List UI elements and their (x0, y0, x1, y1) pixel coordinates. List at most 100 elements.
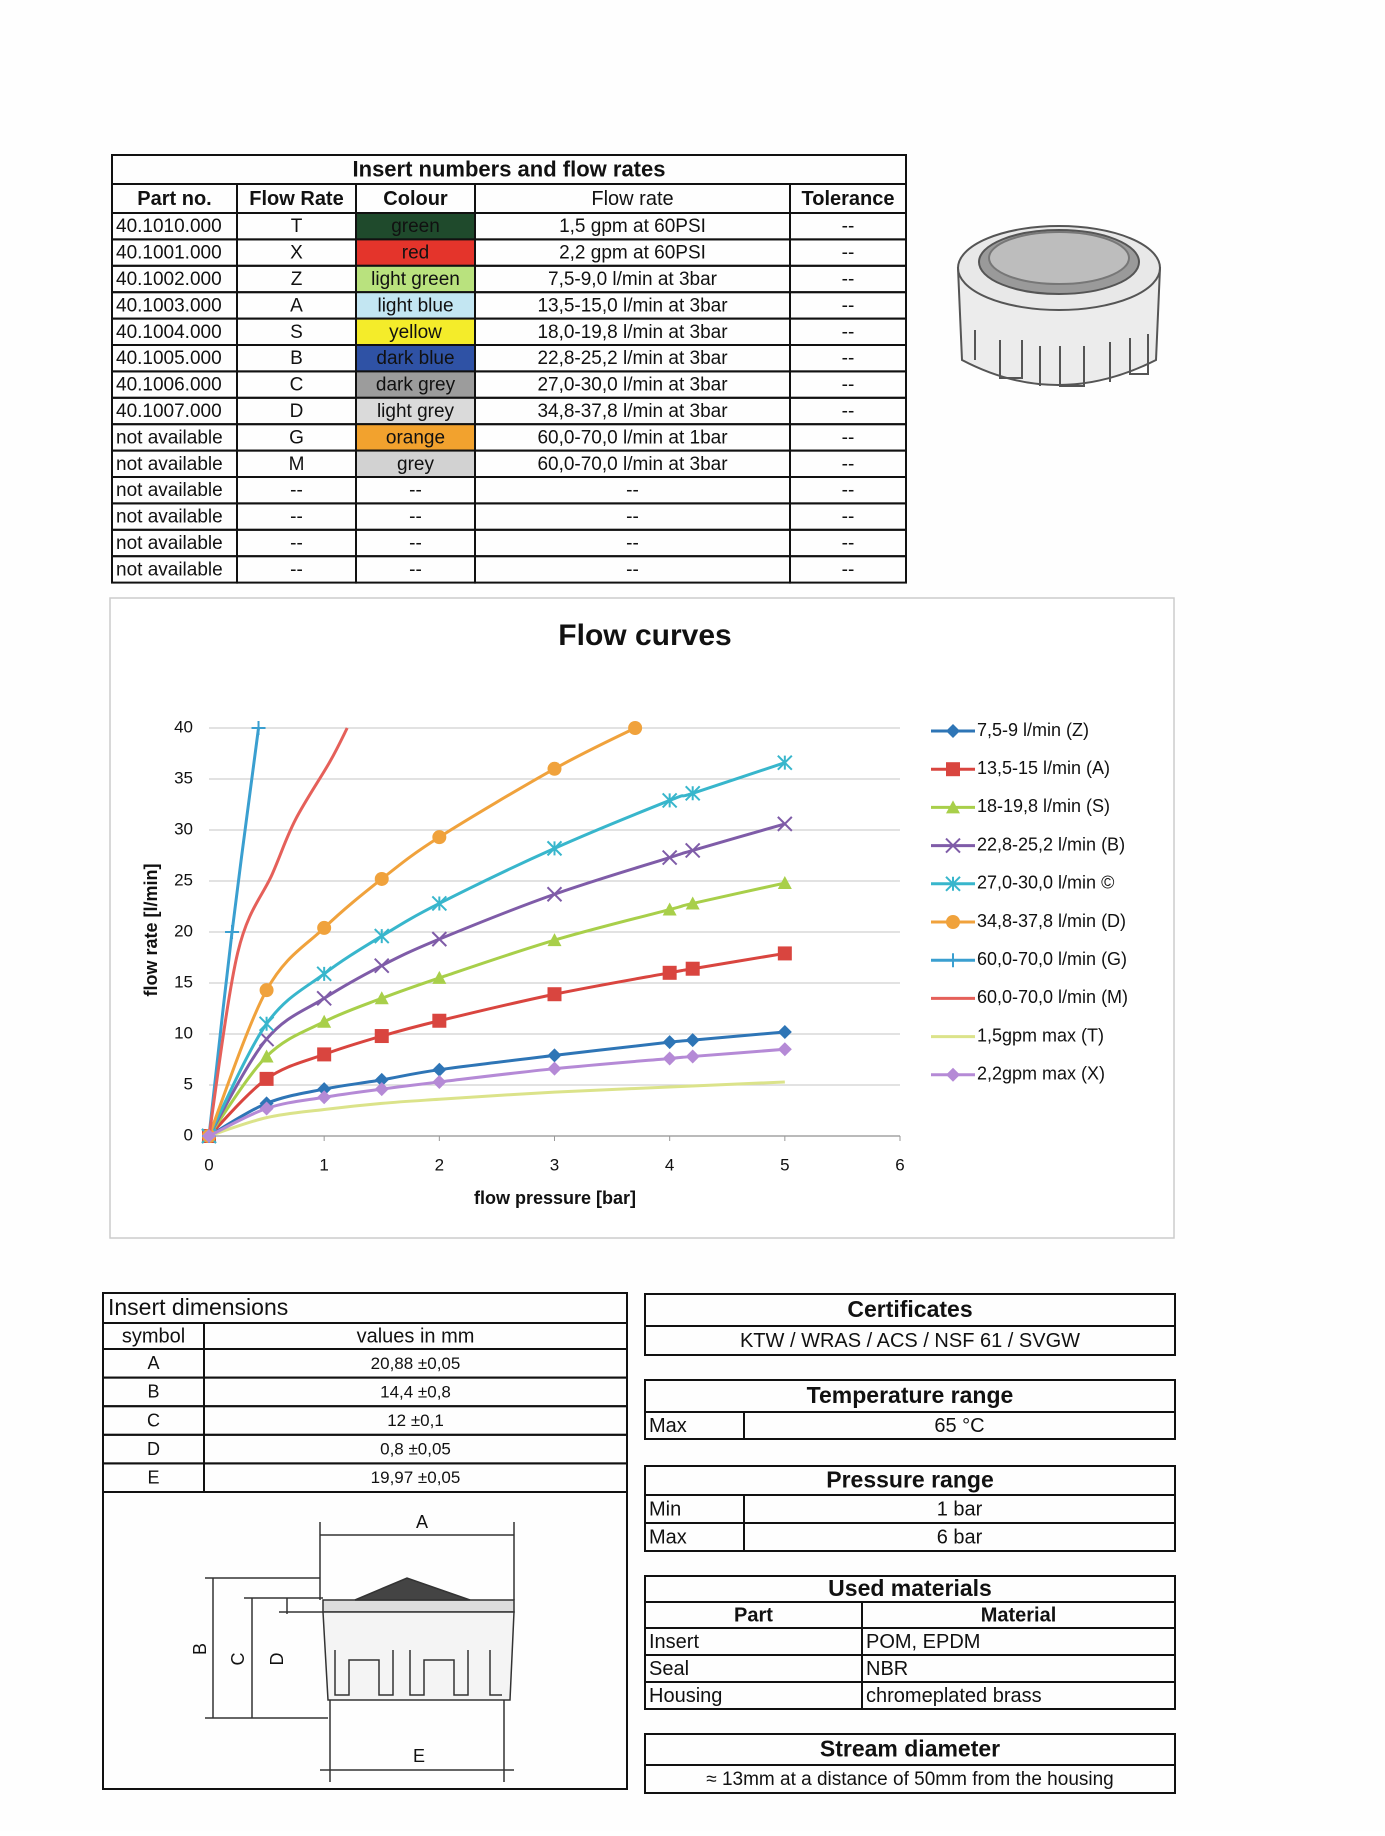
point (684, 785, 701, 801)
point (374, 1082, 389, 1097)
point (546, 840, 563, 857)
cell-text: not available (116, 559, 223, 580)
table-cell (355, 317, 476, 347)
cell-text: B (147, 1382, 159, 1402)
cell-text: yellow (389, 322, 442, 343)
cell-text: -- (842, 401, 855, 422)
legend-label: 1,5gpm max (T) (977, 1025, 1104, 1045)
point (374, 957, 390, 974)
cell-text: Min (649, 1498, 681, 1520)
series-line (207, 761, 786, 1137)
cell-text: Z (291, 269, 303, 290)
point (317, 1014, 332, 1028)
cell-text: 1,5 gpm at 60PSI (559, 216, 706, 237)
point (374, 871, 389, 886)
cell-text: B (290, 348, 303, 369)
point (946, 1067, 960, 1082)
x-tick-label: 4 (665, 1155, 674, 1174)
point (946, 800, 960, 814)
column-header: symbol (122, 1325, 185, 1347)
point (946, 762, 960, 777)
point (251, 721, 266, 735)
point (432, 830, 447, 845)
cell-text: 40.1007.000 (116, 401, 222, 422)
point (945, 876, 961, 892)
cell-text: -- (842, 243, 855, 264)
cell-text: A (290, 295, 303, 316)
cell-text: NBR (866, 1658, 908, 1680)
cell-text: 40.1010.000 (116, 216, 222, 237)
cell-text: 6 bar (937, 1526, 983, 1548)
cell-text: 40.1002.000 (116, 269, 222, 290)
point (547, 1061, 562, 1076)
point (374, 1072, 389, 1087)
cell-text: -- (842, 507, 855, 528)
point (946, 953, 960, 968)
cell-text: 40.1003.000 (116, 295, 222, 316)
legend-label: 18-19,8 l/min (S) (977, 796, 1110, 816)
cell-text: not available (116, 454, 223, 475)
point (945, 837, 961, 854)
column-header: Material (981, 1604, 1057, 1626)
cell-text: chromeplated brass (866, 1685, 1042, 1707)
table-title: Insert dimensions (108, 1294, 288, 1320)
table-cell (355, 449, 476, 479)
cell-text: -- (290, 533, 303, 554)
point (316, 966, 332, 982)
point (202, 1129, 216, 1143)
cell-text: 19,97 ±0,05 (371, 1468, 461, 1487)
series-line (208, 1030, 785, 1138)
cell-text: D (147, 1439, 160, 1459)
cell-text: -- (409, 533, 422, 554)
cell-text: -- (626, 559, 639, 580)
point (547, 987, 562, 1002)
cell-text: 60,0-70,0 l/min at 3bar (537, 454, 728, 475)
point (546, 886, 563, 902)
cell-text: A (147, 1353, 159, 1373)
series-line (208, 1047, 785, 1138)
x-tick-label: 1 (319, 1155, 328, 1174)
cell-text: not available (116, 533, 223, 554)
table-cell (644, 1325, 1176, 1356)
point (946, 915, 960, 929)
cell-text: -- (409, 559, 422, 580)
cell-text: KTW / WRAS / ACS / NSF 61 / SVGW (740, 1330, 1080, 1352)
point (259, 1071, 274, 1086)
point (685, 1033, 700, 1048)
dimension-label: E (413, 1746, 425, 1766)
cell-text: dark grey (376, 375, 456, 396)
cell-text: -- (626, 533, 639, 554)
point (777, 754, 793, 771)
x-axis-label: flow pressure [bar] (474, 1188, 636, 1208)
cell-text: light grey (377, 401, 455, 422)
point (547, 1048, 562, 1063)
point (547, 933, 562, 947)
cell-text: 14,4 ±0,8 (380, 1382, 451, 1401)
cell-text: -- (842, 533, 855, 554)
point (628, 721, 643, 735)
x-tick-label: 5 (780, 1155, 789, 1174)
column-header: Part (734, 1604, 773, 1626)
column-header: Tolerance (802, 188, 895, 210)
cell-text: 22,8-25,2 l/min at 3bar (537, 348, 728, 369)
cell-text: -- (626, 507, 639, 528)
point (777, 946, 792, 961)
chart-title: Flow curves (558, 619, 731, 652)
series-line (207, 881, 786, 1137)
cell-text: red (402, 243, 429, 264)
y-tick-label: 20 (174, 921, 193, 940)
cell-text: 0,8 ±0,05 (380, 1440, 451, 1459)
table-cell (355, 291, 476, 320)
cell-text: POM, EPDM (866, 1631, 980, 1653)
cell-text: Seal (649, 1658, 689, 1680)
cell-text: 40.1006.000 (116, 375, 222, 396)
point (662, 1051, 677, 1066)
point (661, 792, 678, 809)
y-tick-label: 40 (174, 717, 193, 736)
point (258, 1016, 275, 1032)
cell-text: not available (116, 507, 223, 528)
cell-text: -- (626, 480, 639, 501)
point (432, 970, 447, 984)
cell-text: -- (842, 295, 855, 316)
point (431, 931, 448, 947)
